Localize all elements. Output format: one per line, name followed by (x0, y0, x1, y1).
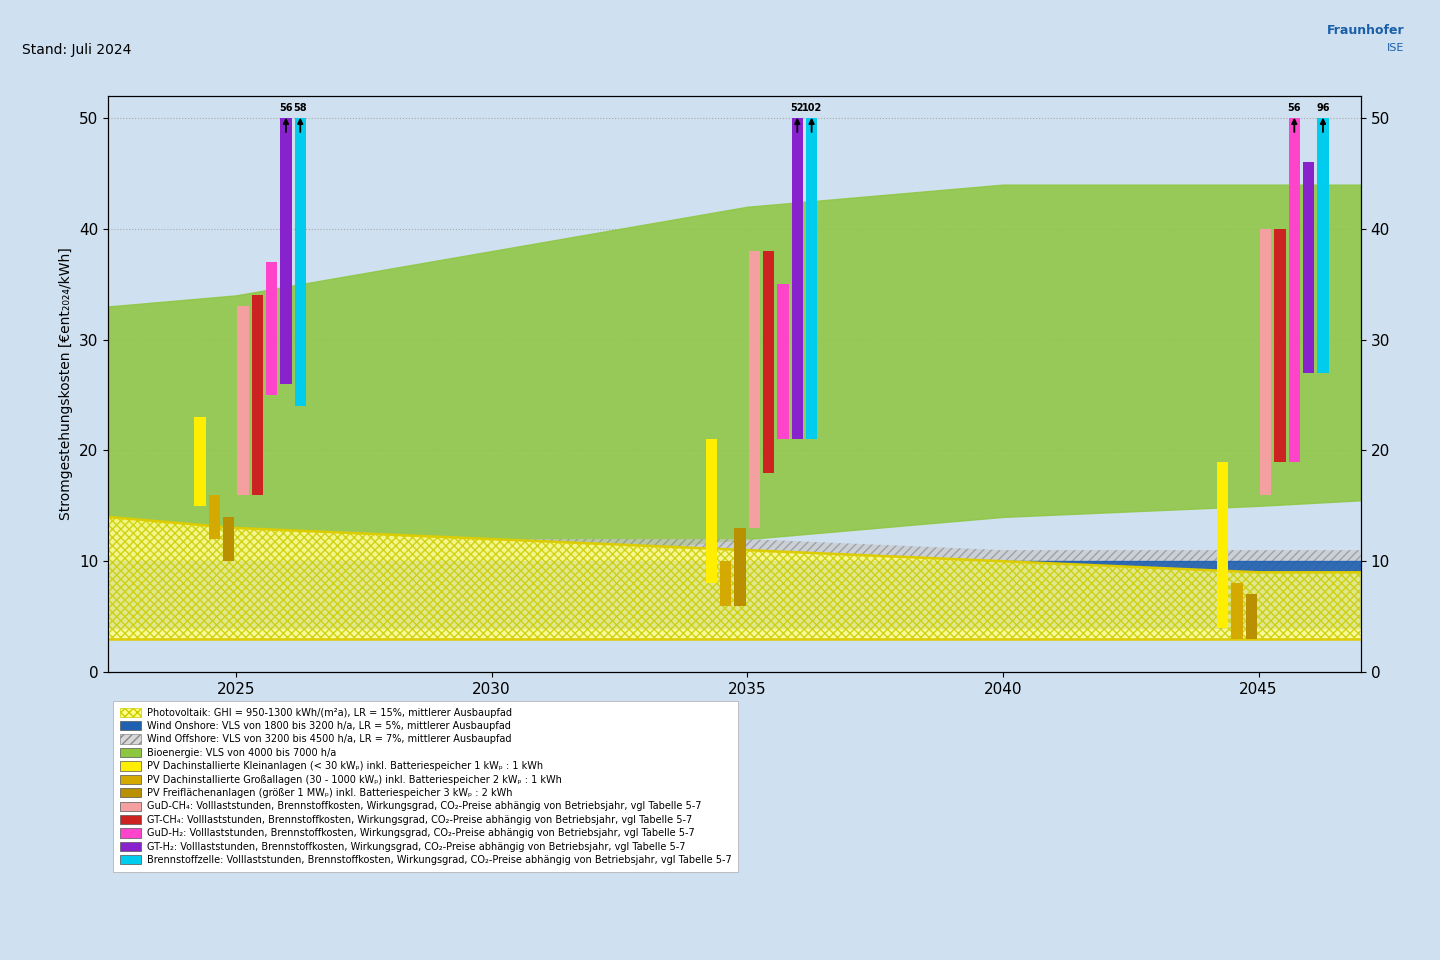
Bar (1303, 162, 1315, 372)
Bar (238, 306, 249, 494)
Text: 56: 56 (1287, 103, 1302, 112)
Y-axis label: Stromgestehungskosten [€ent₂₀₂₄/kWh]: Stromgestehungskosten [€ent₂₀₂₄/kWh] (59, 248, 73, 520)
Bar (194, 418, 206, 506)
Bar (252, 296, 264, 494)
Bar (763, 252, 775, 472)
Bar (1318, 118, 1329, 372)
Bar (1260, 228, 1272, 494)
Bar (1274, 228, 1286, 462)
Bar (806, 118, 818, 440)
Text: Stand: Juli 2024: Stand: Juli 2024 (22, 43, 131, 58)
Legend: Photovoltaik: GHI = 950-1300 kWh/(m²a), LR = 15%, mittlerer Ausbaupfad, Wind Ons: Photovoltaik: GHI = 950-1300 kWh/(m²a), … (112, 701, 739, 872)
Bar (1289, 118, 1300, 462)
Text: Fraunhofer: Fraunhofer (1326, 24, 1404, 37)
Bar (734, 528, 746, 606)
Bar (1217, 462, 1228, 628)
Text: 96: 96 (1316, 103, 1329, 112)
Bar (1231, 584, 1243, 638)
Text: 52: 52 (791, 103, 804, 112)
Text: ISE: ISE (1387, 43, 1404, 53)
Bar (706, 440, 717, 584)
Bar (266, 262, 278, 396)
Bar (223, 516, 235, 562)
Bar (295, 118, 305, 406)
Bar (281, 118, 291, 384)
Text: 58: 58 (294, 103, 307, 112)
Text: 102: 102 (802, 103, 822, 112)
Bar (1246, 594, 1257, 638)
Bar (209, 494, 220, 540)
Bar (749, 252, 760, 528)
Bar (720, 562, 732, 606)
Bar (778, 284, 789, 440)
Bar (792, 118, 804, 440)
Text: 56: 56 (279, 103, 292, 112)
